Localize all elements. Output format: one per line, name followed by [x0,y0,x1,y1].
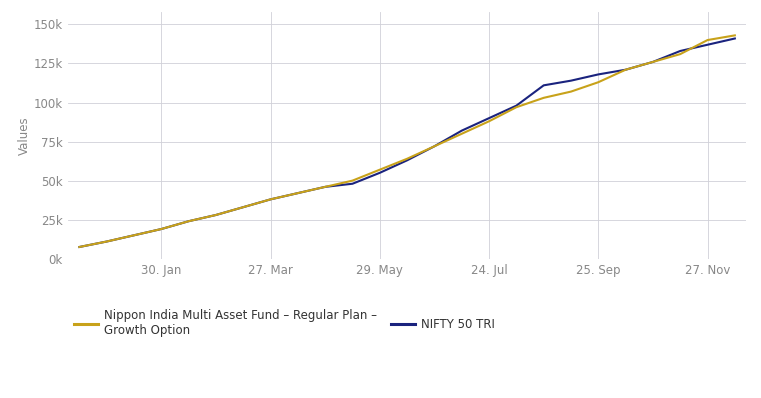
Legend: Nippon India Multi Asset Fund – Regular Plan –
Growth Option, NIFTY 50 TRI: Nippon India Multi Asset Fund – Regular … [75,309,495,337]
Y-axis label: Values: Values [18,116,31,155]
